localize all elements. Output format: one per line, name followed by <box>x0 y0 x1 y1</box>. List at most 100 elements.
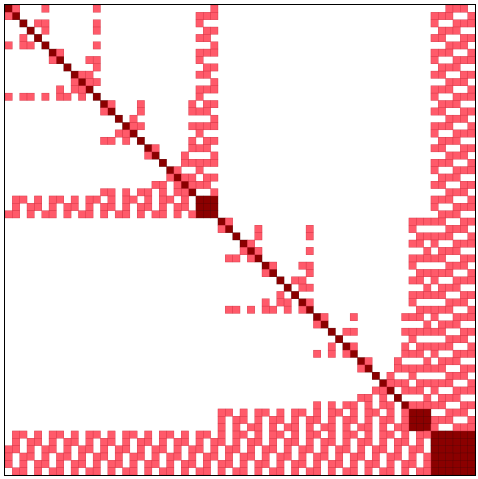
nonzero-cell-strong <box>283 283 292 292</box>
nonzero-cell <box>313 401 321 410</box>
nonzero-cell <box>327 349 336 358</box>
nonzero-cell <box>430 217 439 226</box>
nonzero-cell <box>254 460 263 468</box>
nonzero-cell <box>283 452 292 461</box>
nonzero-cell <box>430 159 439 167</box>
nonzero-cell <box>320 313 329 321</box>
nonzero-cell <box>269 467 277 475</box>
nonzero-cell <box>19 430 28 439</box>
nonzero-cell <box>445 335 454 344</box>
nonzero-cell-strong <box>416 416 424 424</box>
nonzero-cell <box>335 452 344 461</box>
nonzero-cell <box>12 445 20 454</box>
nonzero-cell <box>210 136 219 145</box>
nonzero-cell <box>438 416 446 424</box>
nonzero-cell <box>423 291 432 299</box>
nonzero-cell <box>70 438 79 446</box>
nonzero-cell <box>144 430 153 439</box>
nonzero-cell <box>416 254 424 263</box>
nonzero-cell <box>210 48 219 57</box>
nonzero-cell <box>430 92 439 101</box>
nonzero-cell <box>254 232 263 241</box>
nonzero-cell <box>430 195 439 204</box>
nonzero-cell <box>408 371 417 380</box>
nonzero-cell <box>232 416 241 424</box>
nonzero-cell-strong <box>467 430 475 439</box>
nonzero-cell <box>159 188 167 197</box>
nonzero-cell <box>122 467 131 475</box>
nonzero-cell-strong <box>452 438 461 446</box>
nonzero-cell <box>41 452 50 461</box>
nonzero-cell <box>78 70 86 79</box>
nonzero-cell <box>269 305 277 314</box>
nonzero-cell <box>327 401 336 410</box>
nonzero-cell <box>70 78 79 86</box>
nonzero-cell <box>313 430 321 439</box>
nonzero-cell <box>305 283 314 292</box>
nonzero-cell <box>48 195 57 204</box>
nonzero-cell-strong <box>195 210 204 219</box>
nonzero-cell <box>305 423 314 432</box>
nonzero-cell <box>460 276 468 285</box>
nonzero-cell <box>460 188 468 197</box>
nonzero-cell <box>445 41 454 50</box>
nonzero-cell <box>327 423 336 432</box>
nonzero-cell <box>232 467 241 475</box>
nonzero-cell <box>114 452 123 461</box>
nonzero-cell <box>26 452 35 461</box>
nonzero-cell <box>467 364 475 373</box>
nonzero-cell-strong <box>122 122 131 131</box>
nonzero-cell-strong <box>291 291 299 299</box>
nonzero-cell <box>203 159 211 167</box>
nonzero-cell <box>386 430 395 439</box>
nonzero-cell <box>452 100 461 109</box>
nonzero-cell-strong <box>438 467 446 475</box>
nonzero-cell <box>430 12 439 20</box>
nonzero-cell <box>335 460 344 468</box>
nonzero-cell <box>327 342 336 351</box>
nonzero-cell <box>416 327 424 336</box>
nonzero-cell <box>408 401 417 410</box>
nonzero-cell <box>386 452 395 461</box>
nonzero-cell <box>232 254 241 263</box>
nonzero-cell <box>342 438 351 446</box>
nonzero-cell <box>430 129 439 138</box>
nonzero-cell <box>460 298 468 307</box>
nonzero-cell <box>386 408 395 417</box>
nonzero-cell <box>63 445 72 454</box>
nonzero-cell <box>438 85 446 94</box>
nonzero-cell-strong <box>438 438 446 446</box>
nonzero-cell <box>107 460 116 468</box>
nonzero-cell-strong <box>159 159 167 167</box>
nonzero-cell <box>423 327 432 336</box>
nonzero-cell <box>48 467 57 475</box>
nonzero-cell <box>239 467 248 475</box>
nonzero-cell <box>70 467 79 475</box>
nonzero-cell-strong <box>423 416 432 424</box>
nonzero-cell <box>430 254 439 263</box>
nonzero-cell <box>195 34 204 42</box>
nonzero-cell <box>261 305 270 314</box>
nonzero-cell <box>467 34 475 42</box>
nonzero-cell <box>460 78 468 86</box>
nonzero-cell <box>305 445 314 454</box>
nonzero-cell <box>225 217 233 226</box>
nonzero-cell <box>401 416 410 424</box>
nonzero-cell <box>188 452 197 461</box>
nonzero-cell <box>129 122 138 131</box>
nonzero-cell <box>394 364 402 373</box>
nonzero-cell <box>188 136 197 145</box>
nonzero-cell-strong <box>114 114 123 123</box>
nonzero-cell <box>467 195 475 204</box>
nonzero-cell <box>452 320 461 329</box>
nonzero-cell <box>438 70 446 79</box>
nonzero-cell <box>254 423 263 432</box>
nonzero-cell <box>438 247 446 255</box>
nonzero-cell-strong <box>430 460 439 468</box>
nonzero-cell <box>445 188 454 197</box>
nonzero-cell <box>19 41 28 50</box>
nonzero-cell <box>210 151 219 160</box>
nonzero-cell <box>445 379 454 388</box>
nonzero-cell-strong <box>56 56 64 64</box>
nonzero-cell <box>203 452 211 461</box>
